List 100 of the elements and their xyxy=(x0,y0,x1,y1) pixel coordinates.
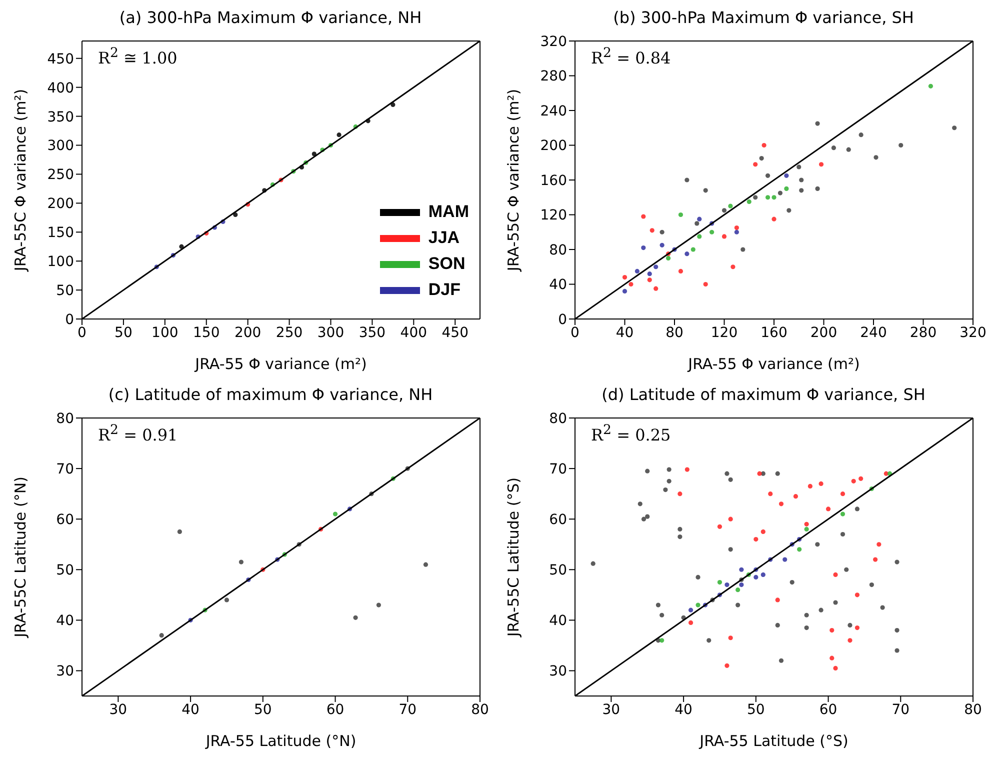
x-tick-label: 70 xyxy=(892,702,910,718)
point xyxy=(854,625,860,630)
point xyxy=(815,542,820,547)
point xyxy=(840,492,846,496)
y-tick-label: 80 xyxy=(549,242,567,258)
point xyxy=(804,612,809,618)
y-tick-label: 40 xyxy=(549,613,567,630)
point xyxy=(736,588,740,592)
point xyxy=(778,190,783,196)
y-tick-label: 50 xyxy=(56,562,74,579)
point xyxy=(880,605,885,610)
y-tick-label: 80 xyxy=(549,410,567,427)
point xyxy=(728,204,733,208)
point xyxy=(688,608,694,612)
x-axis-title: JRA-55 Latitude (°N) xyxy=(204,732,356,750)
point xyxy=(660,638,664,643)
point xyxy=(722,208,727,213)
y-tick-label: 200 xyxy=(540,138,567,154)
point xyxy=(647,272,652,276)
point xyxy=(784,186,789,191)
point xyxy=(724,663,730,668)
annotation: R$^{2}$ = 0.25 xyxy=(591,423,671,444)
y-tick-label: 320 xyxy=(540,34,567,50)
x-tick-label: 30 xyxy=(109,702,128,718)
point xyxy=(706,638,712,643)
point xyxy=(734,225,739,230)
x-tick-label: 60 xyxy=(326,702,344,718)
point xyxy=(238,560,244,564)
y-tick-label: 60 xyxy=(549,512,567,528)
x-tick-label: 0 xyxy=(570,324,580,341)
y-tick-label: 70 xyxy=(56,462,74,478)
point xyxy=(622,288,628,294)
point xyxy=(728,547,733,552)
point xyxy=(739,582,744,588)
point xyxy=(818,162,824,167)
point xyxy=(786,208,792,213)
point xyxy=(724,471,730,476)
y-tick-label: 40 xyxy=(549,277,567,294)
point xyxy=(696,602,700,608)
x-tick-label: 40 xyxy=(674,702,692,718)
y-tick-label: 350 xyxy=(47,109,74,126)
point xyxy=(928,84,934,88)
y-axis-title: JRA-55C Latitude (°N) xyxy=(11,476,30,638)
point xyxy=(353,615,358,620)
x-tick-label: 80 xyxy=(666,324,684,341)
point xyxy=(739,567,744,572)
point xyxy=(684,467,690,472)
x-tick-label: 80 xyxy=(964,702,982,718)
point xyxy=(678,526,682,532)
point xyxy=(336,132,342,138)
point xyxy=(690,247,696,252)
point xyxy=(423,562,428,567)
point xyxy=(694,221,700,226)
point xyxy=(830,628,834,633)
point xyxy=(952,126,957,130)
point xyxy=(734,230,739,234)
point xyxy=(754,574,758,580)
point xyxy=(678,534,682,540)
chart-title: (c) Latitude of maximum Φ variance, NH xyxy=(107,385,434,406)
point xyxy=(775,622,780,628)
point xyxy=(894,628,900,633)
point xyxy=(762,142,766,148)
x-tick-label: 280 xyxy=(910,324,937,341)
point xyxy=(736,602,740,608)
point xyxy=(376,602,381,608)
point xyxy=(759,156,764,161)
point xyxy=(796,164,802,170)
x-tick-label: 300 xyxy=(317,324,344,341)
point xyxy=(815,121,820,126)
legend-label: DJF xyxy=(428,280,461,300)
point xyxy=(684,252,690,256)
point xyxy=(768,492,773,496)
chart-title: (a) 300-hPa Maximum Φ variance, NH xyxy=(118,8,423,29)
point xyxy=(760,572,766,577)
point xyxy=(697,216,702,222)
point xyxy=(641,516,646,522)
point xyxy=(894,648,900,653)
point xyxy=(703,282,708,287)
y-tick-label: 80 xyxy=(56,410,74,427)
x-tick-label: 50 xyxy=(746,702,765,718)
point xyxy=(710,230,714,234)
x-axis-title: JRA-55 Latitude (°S) xyxy=(698,732,848,750)
point xyxy=(782,557,788,562)
y-axis-title: JRA-55C Φ variance (m²) xyxy=(504,88,522,272)
annotation: R$^{2}$ = 0.84 xyxy=(591,46,671,68)
point xyxy=(808,484,812,489)
point xyxy=(854,506,860,512)
point xyxy=(724,582,730,588)
point xyxy=(666,256,671,260)
x-tick-label: 60 xyxy=(819,702,838,718)
x-tick-label: 160 xyxy=(760,324,788,341)
point xyxy=(778,658,784,663)
point xyxy=(793,494,798,499)
point xyxy=(688,620,694,626)
point xyxy=(660,242,664,248)
x-tick-label: 50 xyxy=(114,324,132,341)
x-tick-label: 30 xyxy=(602,702,620,718)
chart-title: (b) 300-hPa Maximum Φ variance, SH xyxy=(612,8,915,29)
point xyxy=(765,173,770,178)
y-tick-label: 30 xyxy=(549,664,567,680)
